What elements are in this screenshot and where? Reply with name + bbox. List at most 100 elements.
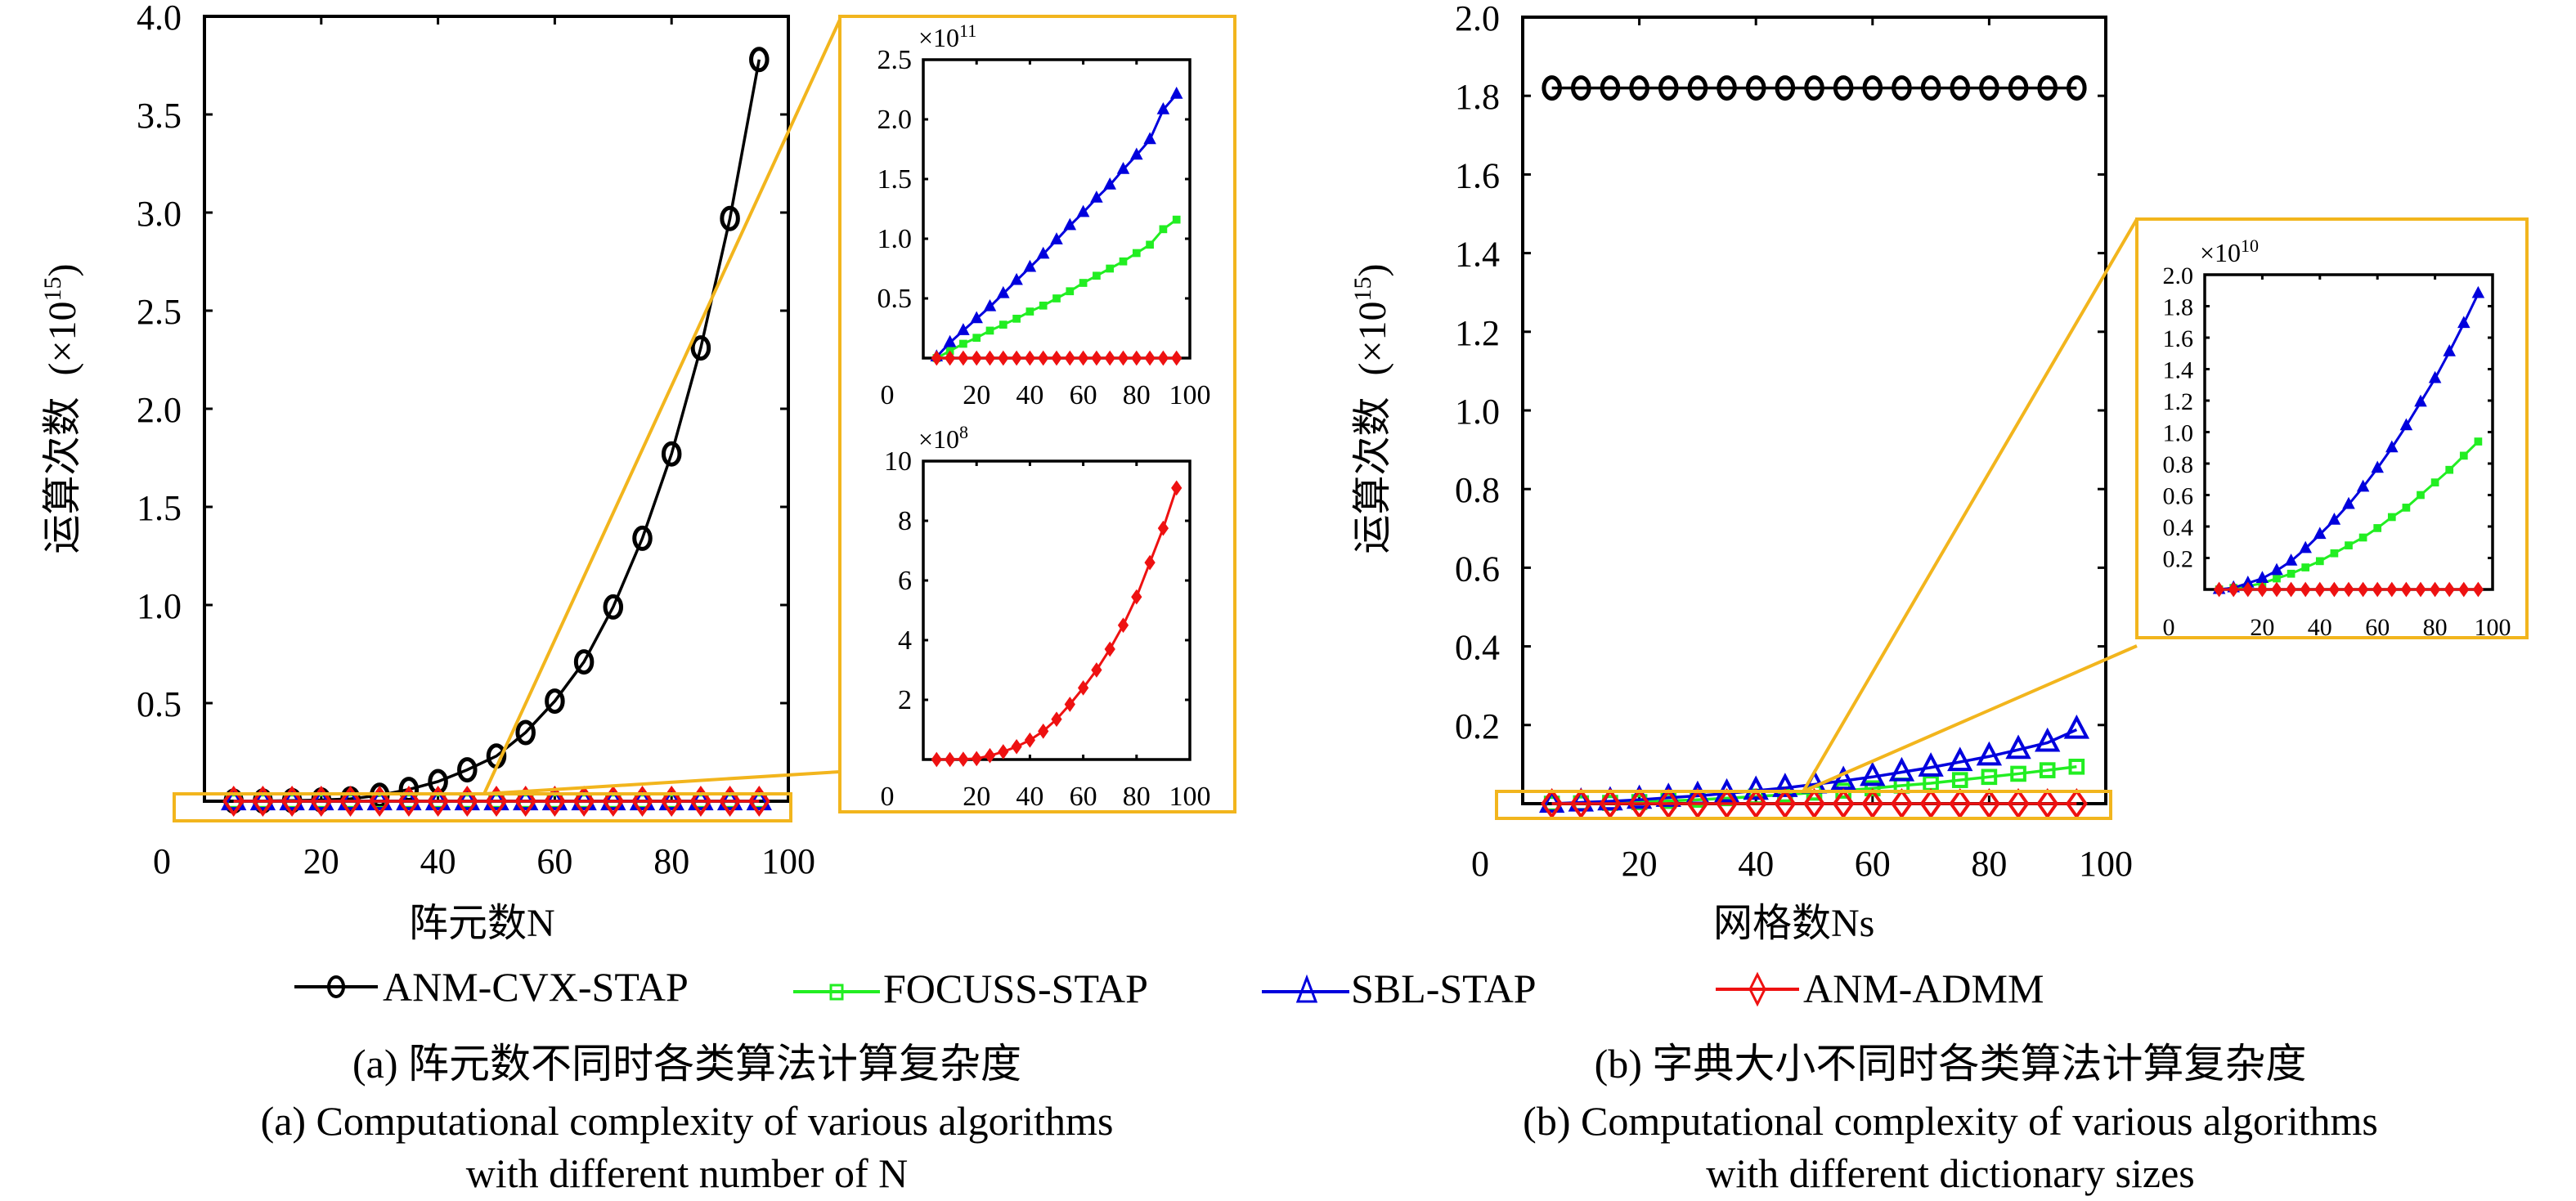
data-point-diamond	[931, 751, 942, 768]
y-tick-label: 0.4	[2163, 514, 2194, 541]
data-point-diamond	[2415, 581, 2426, 598]
data-point-diamond	[1117, 617, 1129, 634]
data-point-circle	[1600, 75, 1621, 101]
data-point-triangle	[571, 786, 597, 811]
data-point-diamond	[2472, 581, 2484, 598]
y-tick-label: 0.2	[2163, 546, 2194, 573]
data-point-triangle	[2005, 734, 2031, 760]
data-point-diamond	[1011, 738, 1022, 755]
x-tick-label: 0	[881, 380, 895, 410]
data-point-diamond	[1977, 787, 2000, 820]
data-point-triangle	[1169, 87, 1183, 99]
data-point-diamond	[998, 744, 1009, 760]
data-point-diamond	[2242, 581, 2254, 598]
y-tick-label: 2	[898, 685, 912, 715]
data-point-square	[2387, 513, 2396, 522]
data-point-triangle	[2270, 562, 2283, 576]
y-tick-label: 0.6	[1455, 549, 1500, 589]
data-point-diamond	[689, 785, 712, 818]
y-axis-label-a: 运算次数 (×1015)	[39, 263, 84, 553]
data-point-square	[2358, 533, 2367, 542]
data-point-triangle	[454, 786, 480, 811]
x-tick-label: 60	[1070, 782, 1097, 812]
y-tick-label: 1.4	[2163, 357, 2194, 384]
y-axis-label-b-scale: (×10	[1351, 301, 1394, 375]
data-point-diamond	[514, 785, 537, 818]
data-point-square	[2373, 524, 2382, 532]
data-point-circle	[1687, 75, 1708, 101]
data-point-triangle	[2371, 460, 2384, 473]
data-point-diamond	[397, 785, 420, 818]
data-point-diamond	[1144, 350, 1156, 366]
x-tick-label: 0	[153, 841, 171, 881]
data-point-circle	[1804, 75, 1824, 101]
chart-b-main: 0 20 40 60 80 100 0.2 0.4 0.6 0.8 1.0 1.2 1.4 1.6 1.8 2…	[1455, 0, 2133, 884]
data-point-triangle	[2063, 714, 2090, 739]
data-point-diamond	[456, 785, 478, 818]
data-point-triangle	[2399, 418, 2413, 431]
data-point-diamond	[2343, 581, 2354, 598]
x-tick-label: 20	[963, 380, 990, 410]
data-point-diamond	[1541, 787, 1564, 820]
data-point-triangle	[2385, 440, 2399, 453]
data-point-diamond	[1091, 350, 1102, 366]
data-point-circle	[1629, 75, 1649, 101]
data-point-diamond	[2400, 581, 2412, 598]
data-point-diamond	[1628, 787, 1651, 820]
chart-a-inset-top: 0 20 40 60 80 100 0.5 1.0 1.5 2.0 2.5×1011	[877, 20, 1211, 410]
data-point-square	[2445, 465, 2454, 474]
data-point-square	[2068, 758, 2085, 775]
data-point-square	[1865, 780, 1881, 797]
data-point-diamond	[1024, 732, 1036, 748]
plot-area-box	[203, 15, 790, 803]
data-point-triangle	[1116, 162, 1130, 174]
data-point-diamond	[984, 350, 996, 366]
y-tick-label: 1.2	[2163, 388, 2194, 415]
data-point-diamond	[2271, 581, 2282, 598]
data-point-diamond	[984, 747, 996, 764]
data-point-triangle	[2299, 540, 2312, 553]
connector-line-a-bottom	[483, 770, 841, 795]
data-point-diamond	[1832, 787, 1855, 820]
x-tick-label: 0	[1471, 844, 1489, 884]
series-anm-admm	[931, 350, 1183, 366]
data-point-diamond	[2285, 581, 2297, 598]
data-point-triangle	[2284, 553, 2298, 566]
data-point-triangle	[513, 786, 539, 811]
data-point-diamond	[485, 785, 508, 818]
data-point-triangle	[688, 786, 714, 811]
y-tick-label: 1.4	[1455, 235, 1500, 275]
caption-a-en-line2: with different number of N	[466, 1150, 909, 1196]
data-point-triangle	[600, 786, 626, 811]
series-anm-cvx-stap	[223, 47, 770, 814]
data-point-square	[2459, 451, 2468, 460]
data-point-triangle	[1538, 788, 1565, 813]
data-point-diamond	[998, 350, 1009, 366]
x-tick-label: 80	[653, 841, 689, 881]
data-point-diamond	[1131, 589, 1142, 605]
data-point-square	[1093, 271, 1101, 280]
legend-item-focuss-stap: FOCUSS-STAP	[793, 966, 1148, 1011]
data-point-circle	[1658, 75, 1679, 101]
data-point-diamond	[1157, 520, 1169, 536]
data-point-diamond	[368, 785, 391, 818]
data-point-triangle	[279, 786, 305, 811]
data-point-diamond	[1038, 350, 1049, 366]
data-point-triangle	[2443, 344, 2456, 356]
x-tick-label: 20	[303, 841, 339, 881]
data-point-diamond	[2256, 581, 2269, 598]
data-point-diamond	[2228, 581, 2239, 598]
y-tick-label: 0.8	[2163, 451, 2194, 478]
x-tick-label: 0	[881, 782, 895, 812]
x-tick-label: 40	[1738, 844, 1774, 884]
data-point-diamond	[2372, 581, 2383, 598]
data-point-triangle	[2414, 394, 2427, 407]
data-point-square	[2039, 762, 2056, 778]
y-tick-label: 3.5	[137, 96, 182, 136]
legend-label-anm-cvx-stap: ANM-CVX-STAP	[383, 964, 689, 1010]
data-point-triangle	[396, 786, 422, 811]
data-point-triangle	[746, 786, 772, 811]
data-point-square	[985, 326, 994, 335]
data-point-circle	[1950, 75, 1970, 101]
